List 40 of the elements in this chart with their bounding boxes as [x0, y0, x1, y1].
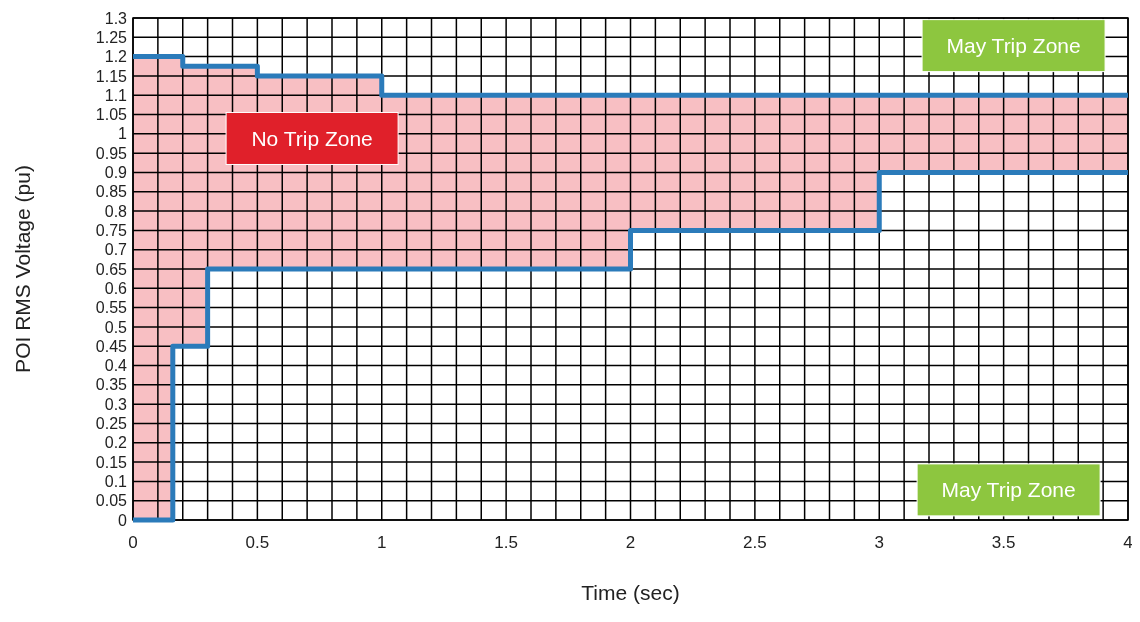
- y-tick-label: 0.4: [104, 357, 128, 375]
- y-tick-label: 0.1: [104, 472, 128, 490]
- x-tick-label: 0.5: [245, 533, 270, 552]
- y-tick-label: 0.3: [104, 395, 128, 413]
- y-tick-label: 0: [118, 511, 128, 529]
- y-axis-title: POI RMS Voltage (pu): [11, 165, 34, 373]
- y-tick-label: 1.25: [95, 28, 128, 46]
- y-tick-label: 0.2: [104, 434, 128, 452]
- y-tick-label: 0.15: [95, 453, 128, 471]
- y-tick-label: 0.7: [104, 241, 128, 259]
- y-tick-label: 1.05: [95, 106, 128, 124]
- y-tick-label: 0.55: [95, 299, 128, 317]
- y-tick-label: 1.1: [104, 86, 128, 104]
- y-tick-label: 0.75: [95, 221, 128, 239]
- y-tick-label: 0.25: [95, 415, 128, 433]
- y-tick-label: 0.9: [104, 164, 128, 182]
- x-tick-label: 3.5: [991, 533, 1016, 552]
- y-tick-label: 0.8: [104, 202, 128, 220]
- x-axis-title: Time (sec): [581, 581, 680, 604]
- x-tick-label: 4: [1123, 533, 1133, 552]
- y-tick-label: 1.15: [95, 67, 128, 85]
- x-tick-label: 1.5: [494, 533, 518, 552]
- x-tick-label: 1: [377, 533, 387, 552]
- y-tick-label: 0.95: [95, 144, 128, 162]
- annotation: May Trip Zone: [941, 478, 1076, 502]
- y-tick-label: 0.5: [104, 318, 128, 336]
- x-tick-label: 3: [874, 533, 884, 552]
- y-tick-label: 0.35: [95, 376, 128, 394]
- y-tick-label: 0.05: [95, 492, 128, 510]
- y-tick-label: 0.85: [95, 183, 128, 201]
- y-tick-label: 1.2: [104, 48, 128, 66]
- x-tick-label: 2.5: [743, 533, 767, 552]
- annotation: May Trip Zone: [946, 33, 1081, 57]
- y-tick-label: 1.3: [104, 9, 128, 27]
- y-tick-label: 0.65: [95, 260, 128, 278]
- annotation: No Trip Zone: [251, 126, 373, 150]
- x-tick-label: 2: [625, 533, 636, 552]
- y-tick-label: 1: [118, 125, 128, 143]
- y-tick-label: 0.6: [104, 279, 128, 297]
- y-tick-label: 0.45: [95, 337, 128, 355]
